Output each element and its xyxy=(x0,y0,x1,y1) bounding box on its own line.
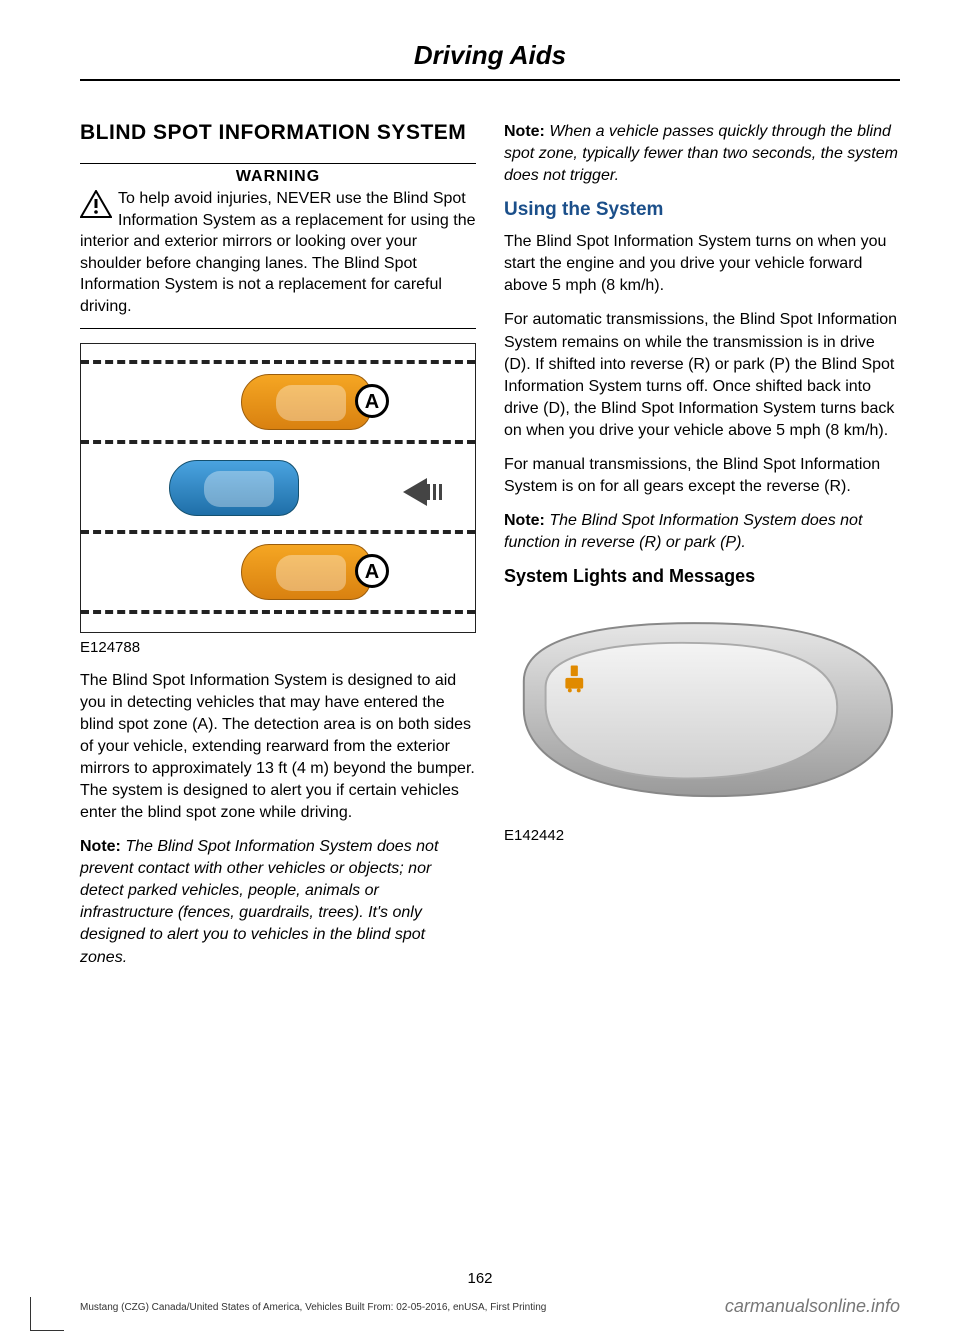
car-bottom-icon xyxy=(241,544,371,600)
footer-watermark: carmanualsonline.info xyxy=(725,1296,900,1317)
page-number: 162 xyxy=(0,1270,960,1287)
note-text-3: The Blind Spot Information System does n… xyxy=(504,512,862,551)
note-label-1: Note: xyxy=(80,838,121,855)
body-paragraph-4: For manual transmissions, the Blind Spot… xyxy=(504,454,900,498)
warning-label: WARNING xyxy=(80,163,476,188)
figure-id-right: E142442 xyxy=(504,827,900,844)
footer-metadata: Mustang (CZG) Canada/United States of Am… xyxy=(80,1302,546,1313)
arrow-left-icon xyxy=(403,478,427,506)
page-header: Driving Aids xyxy=(80,40,900,81)
note-label-3: Note: xyxy=(504,512,545,529)
subheading-using-system: Using the System xyxy=(504,199,900,221)
note-text-2: When a vehicle passes quickly through th… xyxy=(504,123,898,184)
car-top-icon xyxy=(241,374,371,430)
section-title: BLIND SPOT INFORMATION SYSTEM xyxy=(80,121,476,145)
blind-spot-diagram: A A xyxy=(80,343,476,633)
body-paragraph-2: The Blind Spot Information System turns … xyxy=(504,231,900,297)
note-text-1: The Blind Spot Information System does n… xyxy=(80,838,438,965)
note-2: Note: When a vehicle passes quickly thro… xyxy=(504,121,900,187)
warning-text: To help avoid injuries, NEVER use the Bl… xyxy=(80,190,476,315)
note-1: Note: The Blind Spot Information System … xyxy=(80,836,476,968)
body-paragraph-3: For automatic transmissions, the Blind S… xyxy=(504,309,900,441)
mirror-figure xyxy=(504,601,900,821)
note-3: Note: The Blind Spot Information System … xyxy=(504,510,900,554)
warning-triangle-icon xyxy=(80,190,112,218)
body-paragraph-1: The Blind Spot Information System is des… xyxy=(80,670,476,825)
zone-badge-a-bottom: A xyxy=(355,554,389,588)
warning-body: To help avoid injuries, NEVER use the Bl… xyxy=(80,188,476,329)
arrow-tail-icon xyxy=(427,484,445,500)
right-column: Note: When a vehicle passes quickly thro… xyxy=(504,121,900,981)
figure-id-left: E124788 xyxy=(80,639,476,656)
left-column: BLIND SPOT INFORMATION SYSTEM WARNING To… xyxy=(80,121,476,981)
subheading-system-lights: System Lights and Messages xyxy=(504,566,900,587)
note-label-2: Note: xyxy=(504,123,545,140)
crop-mark-icon xyxy=(30,1297,64,1331)
car-center-icon xyxy=(169,460,299,516)
side-mirror-icon xyxy=(504,601,900,821)
zone-badge-a-top: A xyxy=(355,384,389,418)
content-columns: BLIND SPOT INFORMATION SYSTEM WARNING To… xyxy=(80,121,900,981)
